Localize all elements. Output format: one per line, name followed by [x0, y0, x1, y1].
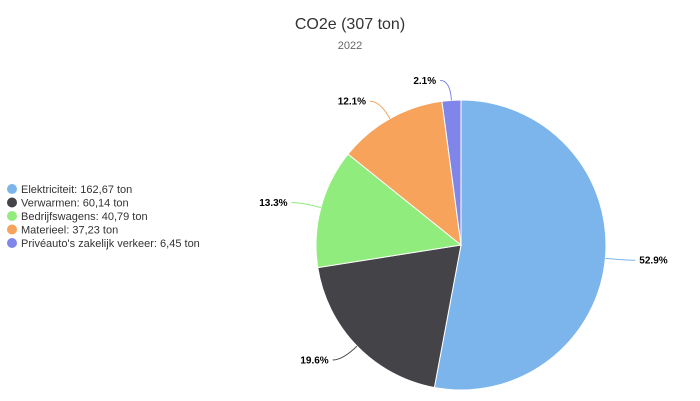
connector-materieel — [370, 100, 391, 119]
connector-verwarmen — [332, 345, 358, 361]
legend-label-bedrijfswagens: Bedrijfswagens: 40,79 ton — [21, 211, 148, 223]
legend-label-materieel: Materieel: 37,23 ton — [21, 225, 118, 237]
legend-item-bedrijfswagens[interactable]: Bedrijfswagens: 40,79 ton — [7, 211, 148, 223]
data-labels: 52.9% 19.6% 13.3% 12.1% 2.1% — [259, 76, 668, 367]
chart-title: CO2e (307 ton) — [295, 16, 405, 33]
chart-subtitle: 2022 — [338, 40, 362, 52]
legend-item-elektriciteit[interactable]: Elektriciteit: 162,67 ton — [7, 184, 132, 196]
slice-bedrijfswagens[interactable] — [315, 153, 463, 269]
legend: Elektriciteit: 162,67 ton Verwarmen: 60,1… — [7, 184, 200, 250]
legend-marker-materieel — [7, 224, 17, 235]
legend-marker-priveauto-s-zakelijk-verkeer — [7, 238, 17, 248]
legend-label-elektriciteit: Elektriciteit: 162,67 ton — [21, 184, 132, 196]
legend-label-verwarmen: Verwarmen: 60,14 ton — [21, 198, 129, 210]
data-label-elektriciteit: 52.9% — [639, 256, 667, 267]
legend-marker-verwarmen — [7, 197, 17, 208]
data-label-bedrijfswagens: 13.3% — [259, 198, 287, 209]
data-label-priveauto-s-zakelijk-verkeer: 2.1% — [413, 76, 436, 87]
slice-elektriciteit[interactable] — [433, 99, 607, 391]
legend-marker-bedrijfswagens — [7, 211, 17, 221]
legend-item-priveauto-s-zakelijk-verkeer[interactable]: Privéauto's zakelijk verkeer: 6,45 ton — [7, 238, 200, 250]
label-connectors — [291, 79, 636, 361]
legend-marker-elektriciteit — [7, 184, 17, 194]
legend-item-materieel[interactable]: Materieel: 37,23 ton — [7, 224, 118, 237]
legend-label-priveauto-s-zakelijk-verkeer: Privéauto's zakelijk verkeer: 6,45 ton — [21, 238, 200, 250]
slice-materieel[interactable] — [347, 100, 462, 247]
data-label-materieel: 12.1% — [338, 97, 366, 108]
pie-slices — [315, 99, 607, 391]
data-label-verwarmen: 19.6% — [300, 356, 328, 367]
connector-elektriciteit — [605, 257, 636, 261]
connector-priveauto-s-zakelijk-verkeer — [440, 79, 452, 101]
legend-item-verwarmen[interactable]: Verwarmen: 60,14 ton — [7, 197, 129, 210]
connector-bedrijfswagens — [291, 201, 322, 209]
